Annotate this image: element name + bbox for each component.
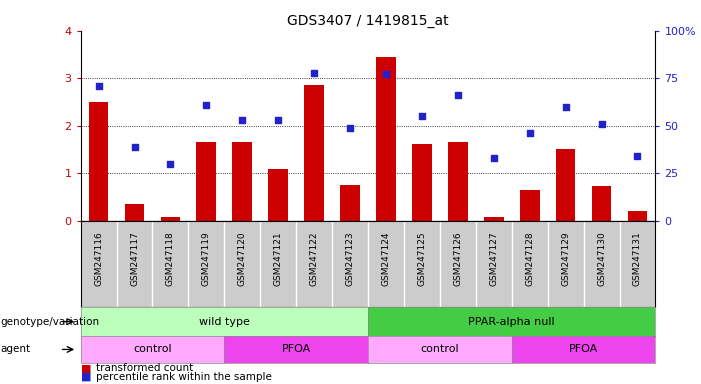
Bar bbox=[161, 217, 180, 221]
Text: GSM247127: GSM247127 bbox=[489, 231, 498, 286]
Text: GSM247120: GSM247120 bbox=[238, 231, 247, 286]
Text: GSM247121: GSM247121 bbox=[273, 231, 283, 286]
Text: agent: agent bbox=[1, 344, 31, 354]
Text: wild type: wild type bbox=[199, 316, 250, 327]
Point bbox=[129, 144, 140, 150]
Text: GSM247122: GSM247122 bbox=[310, 231, 319, 286]
Text: GSM247123: GSM247123 bbox=[346, 231, 355, 286]
Text: GSM247129: GSM247129 bbox=[561, 231, 570, 286]
Bar bbox=[89, 102, 109, 221]
Point bbox=[237, 117, 248, 123]
Text: control: control bbox=[421, 344, 459, 354]
Text: GSM247118: GSM247118 bbox=[166, 231, 175, 286]
Text: ■: ■ bbox=[81, 363, 91, 373]
Bar bbox=[556, 149, 576, 221]
Point bbox=[381, 71, 392, 78]
Point bbox=[416, 113, 428, 119]
Text: genotype/variation: genotype/variation bbox=[1, 316, 100, 327]
Bar bbox=[448, 142, 468, 221]
Text: GSM247128: GSM247128 bbox=[525, 231, 534, 286]
Text: GSM247116: GSM247116 bbox=[94, 231, 103, 286]
Text: GSM247126: GSM247126 bbox=[454, 231, 463, 286]
Text: PFOA: PFOA bbox=[569, 344, 598, 354]
Title: GDS3407 / 1419815_at: GDS3407 / 1419815_at bbox=[287, 14, 449, 28]
Point bbox=[524, 130, 536, 136]
Bar bbox=[376, 57, 396, 221]
Text: GSM247119: GSM247119 bbox=[202, 231, 211, 286]
Point bbox=[308, 70, 320, 76]
Text: PFOA: PFOA bbox=[282, 344, 311, 354]
Bar bbox=[520, 190, 540, 221]
Point bbox=[344, 124, 355, 131]
Bar bbox=[125, 204, 144, 221]
Point bbox=[632, 153, 643, 159]
Text: ■: ■ bbox=[81, 372, 91, 382]
Point bbox=[452, 92, 463, 98]
Bar bbox=[196, 142, 216, 221]
Text: GSM247130: GSM247130 bbox=[597, 231, 606, 286]
Point bbox=[560, 104, 571, 110]
Text: GSM247125: GSM247125 bbox=[417, 231, 426, 286]
Text: transformed count: transformed count bbox=[96, 363, 193, 373]
Point bbox=[273, 117, 284, 123]
Text: GSM247124: GSM247124 bbox=[381, 231, 390, 286]
Text: control: control bbox=[133, 344, 172, 354]
Point bbox=[488, 155, 499, 161]
Bar bbox=[592, 186, 611, 221]
Text: percentile rank within the sample: percentile rank within the sample bbox=[96, 372, 272, 382]
Bar bbox=[412, 144, 432, 221]
Point bbox=[165, 161, 176, 167]
Bar bbox=[304, 85, 324, 221]
Point bbox=[93, 83, 104, 89]
Bar bbox=[627, 211, 647, 221]
Point bbox=[596, 121, 607, 127]
Bar bbox=[340, 185, 360, 221]
Text: GSM247131: GSM247131 bbox=[633, 231, 642, 286]
Point bbox=[200, 102, 212, 108]
Bar bbox=[484, 217, 503, 221]
Bar bbox=[268, 169, 288, 221]
Bar bbox=[233, 142, 252, 221]
Text: GSM247117: GSM247117 bbox=[130, 231, 139, 286]
Text: PPAR-alpha null: PPAR-alpha null bbox=[468, 316, 555, 327]
